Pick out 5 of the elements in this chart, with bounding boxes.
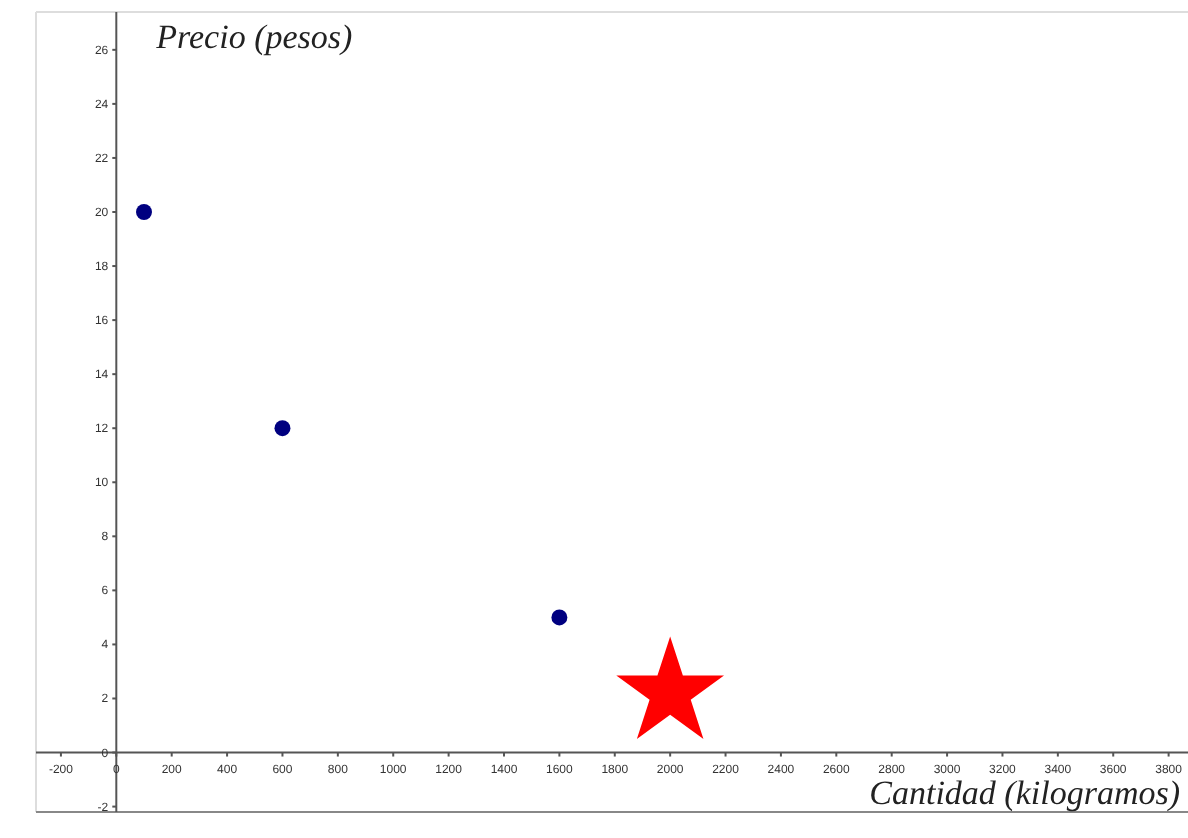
point bbox=[274, 420, 291, 437]
point bbox=[551, 609, 568, 626]
point bbox=[136, 204, 152, 220]
x-axis-title: Cantidad (kilogramos) bbox=[869, 774, 1181, 812]
y-axis-title: Precio (pesos) bbox=[154, 18, 354, 56]
